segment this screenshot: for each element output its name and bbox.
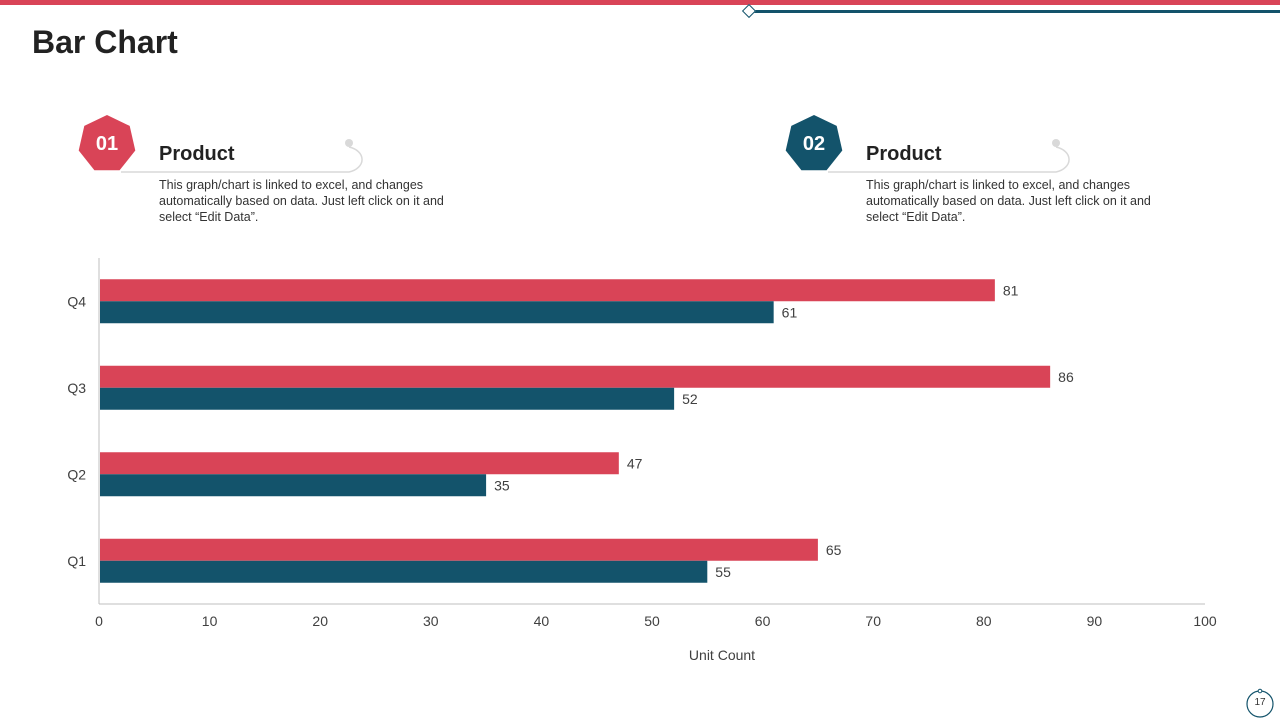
x-axis-title: Unit Count: [689, 647, 755, 663]
page-badge-icon: [1246, 688, 1274, 718]
product-number: 02: [802, 132, 826, 155]
x-tick-label: 20: [312, 613, 328, 629]
top-accent-bar: [0, 0, 1280, 5]
data-label: 47: [627, 455, 643, 471]
bar: [100, 538, 818, 561]
page-number-badge: 17: [1244, 688, 1276, 720]
product-number-badge: 01: [76, 113, 138, 175]
y-tick-label: Q2: [67, 466, 86, 482]
product-card-01: 01 Product This graph/chart is linked to…: [76, 113, 444, 233]
product-title: Product: [866, 143, 942, 165]
product-description: This graph/chart is linked to excel, and…: [159, 178, 444, 224]
x-tick-label: 100: [1193, 613, 1217, 629]
product-number-badge: 02: [783, 113, 845, 175]
bar: [100, 474, 487, 497]
y-tick-label: Q3: [67, 380, 86, 396]
product-number: 01: [95, 132, 119, 155]
bar: [100, 365, 1051, 388]
x-tick-label: 0: [95, 613, 103, 629]
y-tick-label: Q1: [67, 553, 86, 569]
heptagon-icon: [78, 115, 136, 171]
data-label: 52: [682, 391, 698, 407]
data-label: 81: [1003, 282, 1019, 298]
x-tick-label: 50: [644, 613, 660, 629]
heptagon-icon: [785, 115, 843, 171]
x-tick-label: 30: [423, 613, 439, 629]
data-label: 65: [826, 542, 842, 558]
data-label: 61: [782, 304, 798, 320]
bar: [100, 452, 619, 475]
data-label: 35: [494, 477, 510, 493]
x-tick-label: 60: [755, 613, 771, 629]
y-tick-label: Q4: [67, 293, 86, 309]
product-card-02: 02 Product This graph/chart is linked to…: [783, 113, 1151, 233]
product-description: This graph/chart is linked to excel, and…: [866, 178, 1151, 224]
x-tick-label: 80: [976, 613, 992, 629]
x-tick-label: 10: [202, 613, 218, 629]
x-tick-label: 90: [1087, 613, 1103, 629]
product-title: Product: [159, 143, 235, 165]
connector-line: [828, 139, 1070, 173]
bar: [100, 279, 995, 302]
bar: [100, 301, 774, 324]
bar: [100, 387, 675, 410]
page-number: 17: [1254, 697, 1266, 708]
data-label: 86: [1058, 369, 1074, 385]
x-tick-label: 40: [534, 613, 550, 629]
top-accent-line: [752, 10, 1280, 13]
bar: [100, 560, 708, 583]
connector-line: [121, 139, 363, 173]
data-label: 55: [715, 564, 731, 580]
x-tick-label: 70: [865, 613, 881, 629]
page-title: Bar Chart: [32, 24, 178, 60]
